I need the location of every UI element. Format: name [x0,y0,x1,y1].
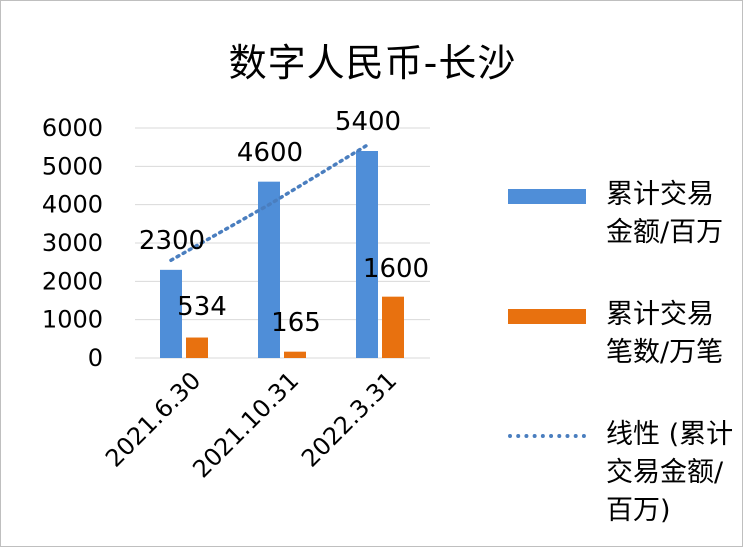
data-label: 165 [271,308,321,338]
legend-label-amount: 累计交易金额/百万 [606,179,724,248]
legend-item-count: 累计交易笔数/万笔 [508,296,740,416]
x-category-label: 2022.3.31 [296,366,402,472]
legend-label-count: 累计交易笔数/万笔 [606,299,724,368]
trendline [169,143,369,262]
y-tick-label: 4000 [42,191,103,219]
bar-count [284,351,306,358]
data-label: 1600 [363,254,429,284]
y-tick-label: 0 [88,344,103,372]
data-label: 2300 [139,226,205,256]
legend-item-amount: 累计交易金额/百万 [508,176,740,296]
y-tick-label: 5000 [42,152,103,180]
data-label: 4600 [237,138,303,168]
data-label: 5400 [335,107,401,137]
y-tick-label: 2000 [42,267,103,295]
legend: 累计交易金额/百万 累计交易笔数/万笔 线性 (累计交易金额/百万) [508,176,740,536]
legend-swatch-trendline [508,434,586,438]
legend-swatch-count [508,309,586,324]
bar-count [382,296,404,358]
legend-item-trendline: 线性 (累计交易金额/百万) [508,416,740,536]
y-tick-label: 3000 [42,229,103,257]
x-category-label: 2021.6.30 [100,366,206,472]
data-label: 534 [177,292,227,322]
y-tick-label: 1000 [42,306,103,334]
chart-title: 数字人民币-长沙 [228,41,517,85]
legend-label-trendline: 线性 (累计交易金额/百万) [606,419,734,526]
bar-amount [160,269,182,358]
bar-amount [356,151,378,358]
bar-amount [258,181,280,358]
bar-count [186,337,208,358]
y-tick-label: 6000 [42,114,103,142]
x-category-label: 2021.10.31 [187,366,304,483]
legend-swatch-amount [508,189,586,204]
